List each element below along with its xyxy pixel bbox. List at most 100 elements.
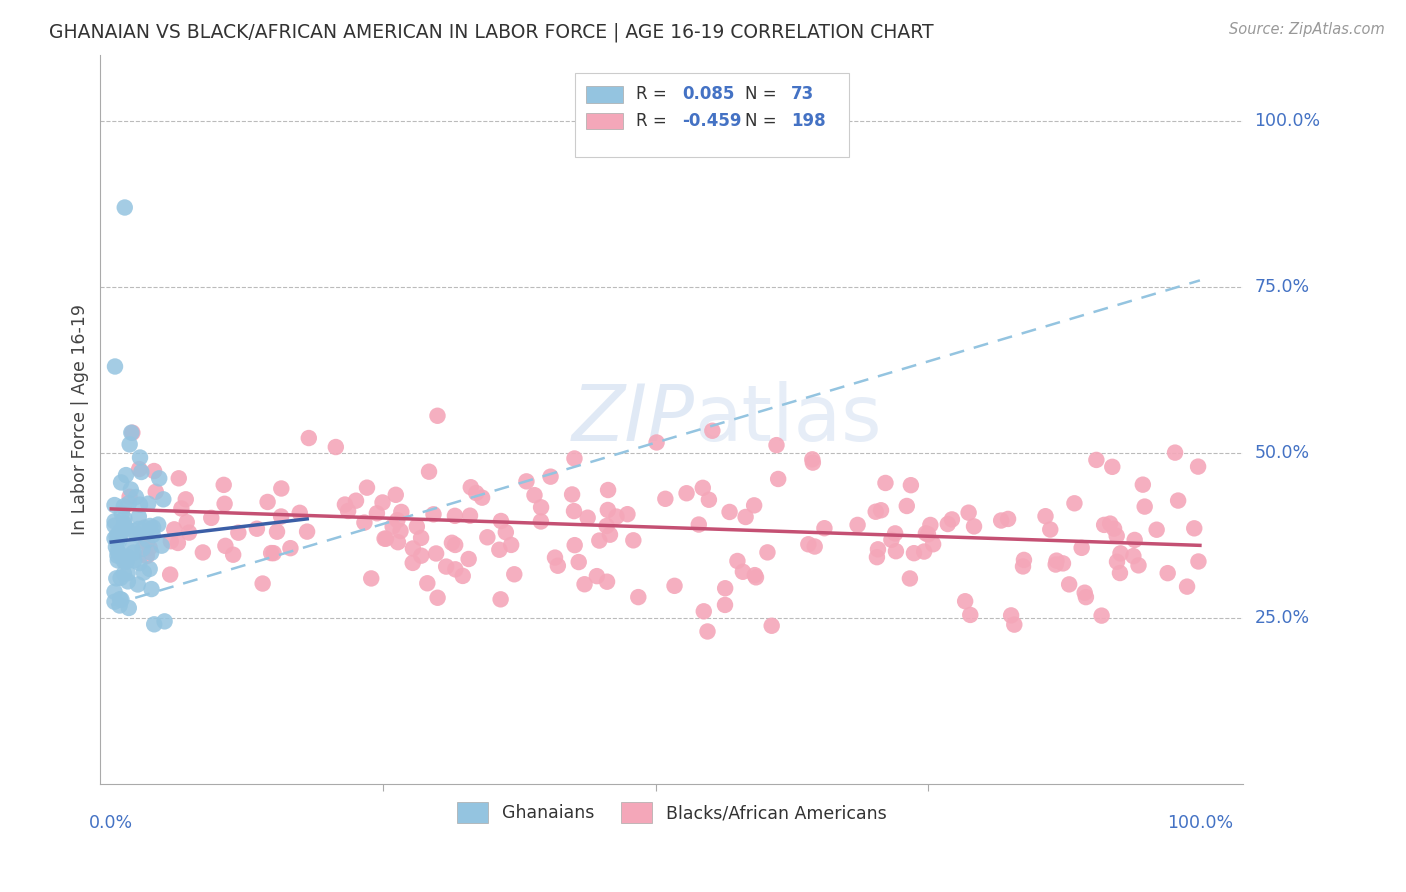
- Point: [120, 483, 142, 497]
- Point: [718, 505, 741, 519]
- Point: [616, 507, 638, 521]
- Point: [115, 468, 138, 483]
- Point: [132, 566, 155, 580]
- Point: [1187, 554, 1209, 568]
- Point: [145, 484, 167, 499]
- Point: [880, 533, 903, 547]
- Point: [105, 571, 128, 585]
- Point: [105, 535, 128, 549]
- Point: [360, 571, 382, 585]
- Point: [112, 554, 135, 568]
- Point: [159, 567, 181, 582]
- Point: [337, 504, 360, 518]
- Point: [1175, 580, 1198, 594]
- Point: [295, 524, 318, 539]
- Point: [214, 497, 236, 511]
- Point: [139, 519, 162, 533]
- Point: [252, 576, 274, 591]
- Point: [128, 509, 150, 524]
- Point: [134, 521, 156, 535]
- Point: [374, 532, 396, 546]
- Point: [725, 554, 748, 568]
- Text: 198: 198: [790, 112, 825, 130]
- Point: [959, 607, 981, 622]
- Point: [489, 514, 512, 528]
- Point: [714, 581, 737, 595]
- Point: [675, 486, 697, 500]
- Point: [416, 576, 439, 591]
- Point: [917, 527, 939, 541]
- Point: [270, 482, 292, 496]
- Point: [544, 550, 567, 565]
- Point: [562, 504, 585, 518]
- Point: [122, 546, 145, 560]
- Point: [870, 503, 893, 517]
- Point: [153, 615, 176, 629]
- Point: [693, 604, 716, 618]
- Point: [745, 570, 768, 584]
- Point: [621, 533, 644, 548]
- Point: [1039, 523, 1062, 537]
- Point: [1105, 529, 1128, 543]
- Text: N =: N =: [745, 112, 782, 130]
- Point: [595, 519, 617, 533]
- Point: [1182, 521, 1205, 535]
- Point: [214, 539, 236, 553]
- Point: [596, 483, 619, 497]
- Point: [697, 492, 720, 507]
- Point: [515, 475, 537, 489]
- Point: [143, 464, 166, 478]
- Point: [105, 549, 128, 563]
- Point: [142, 528, 165, 542]
- Point: [389, 505, 412, 519]
- Point: [1099, 516, 1122, 531]
- Point: [564, 538, 586, 552]
- Point: [866, 550, 889, 565]
- Point: [645, 435, 668, 450]
- Point: [561, 487, 583, 501]
- Point: [1133, 500, 1156, 514]
- Text: 75.0%: 75.0%: [1254, 278, 1310, 296]
- Point: [163, 522, 186, 536]
- Point: [115, 520, 138, 534]
- Point: [125, 527, 148, 541]
- Point: [941, 512, 963, 526]
- Point: [118, 601, 141, 615]
- Point: [108, 592, 131, 607]
- Point: [1187, 459, 1209, 474]
- Point: [688, 517, 710, 532]
- Point: [256, 495, 278, 509]
- Point: [884, 544, 907, 558]
- Point: [1012, 559, 1035, 574]
- Point: [1045, 554, 1067, 568]
- Point: [714, 598, 737, 612]
- Point: [846, 517, 869, 532]
- Point: [903, 546, 925, 560]
- Point: [387, 535, 409, 549]
- Point: [596, 574, 619, 589]
- Point: [170, 501, 193, 516]
- Point: [588, 533, 610, 548]
- Point: [568, 555, 591, 569]
- Point: [325, 440, 347, 454]
- Point: [1122, 549, 1144, 563]
- Point: [1002, 617, 1025, 632]
- Point: [900, 478, 922, 492]
- Point: [212, 478, 235, 492]
- Point: [1167, 493, 1189, 508]
- Point: [112, 511, 135, 525]
- Point: [387, 513, 409, 527]
- Point: [801, 456, 824, 470]
- Point: [596, 503, 619, 517]
- Point: [167, 536, 190, 550]
- Point: [444, 562, 467, 576]
- Point: [922, 537, 945, 551]
- Point: [150, 539, 173, 553]
- Point: [696, 624, 718, 639]
- Point: [288, 506, 311, 520]
- Point: [742, 499, 765, 513]
- Point: [167, 471, 190, 485]
- Point: [1102, 522, 1125, 536]
- Point: [654, 491, 676, 506]
- Point: [200, 511, 222, 525]
